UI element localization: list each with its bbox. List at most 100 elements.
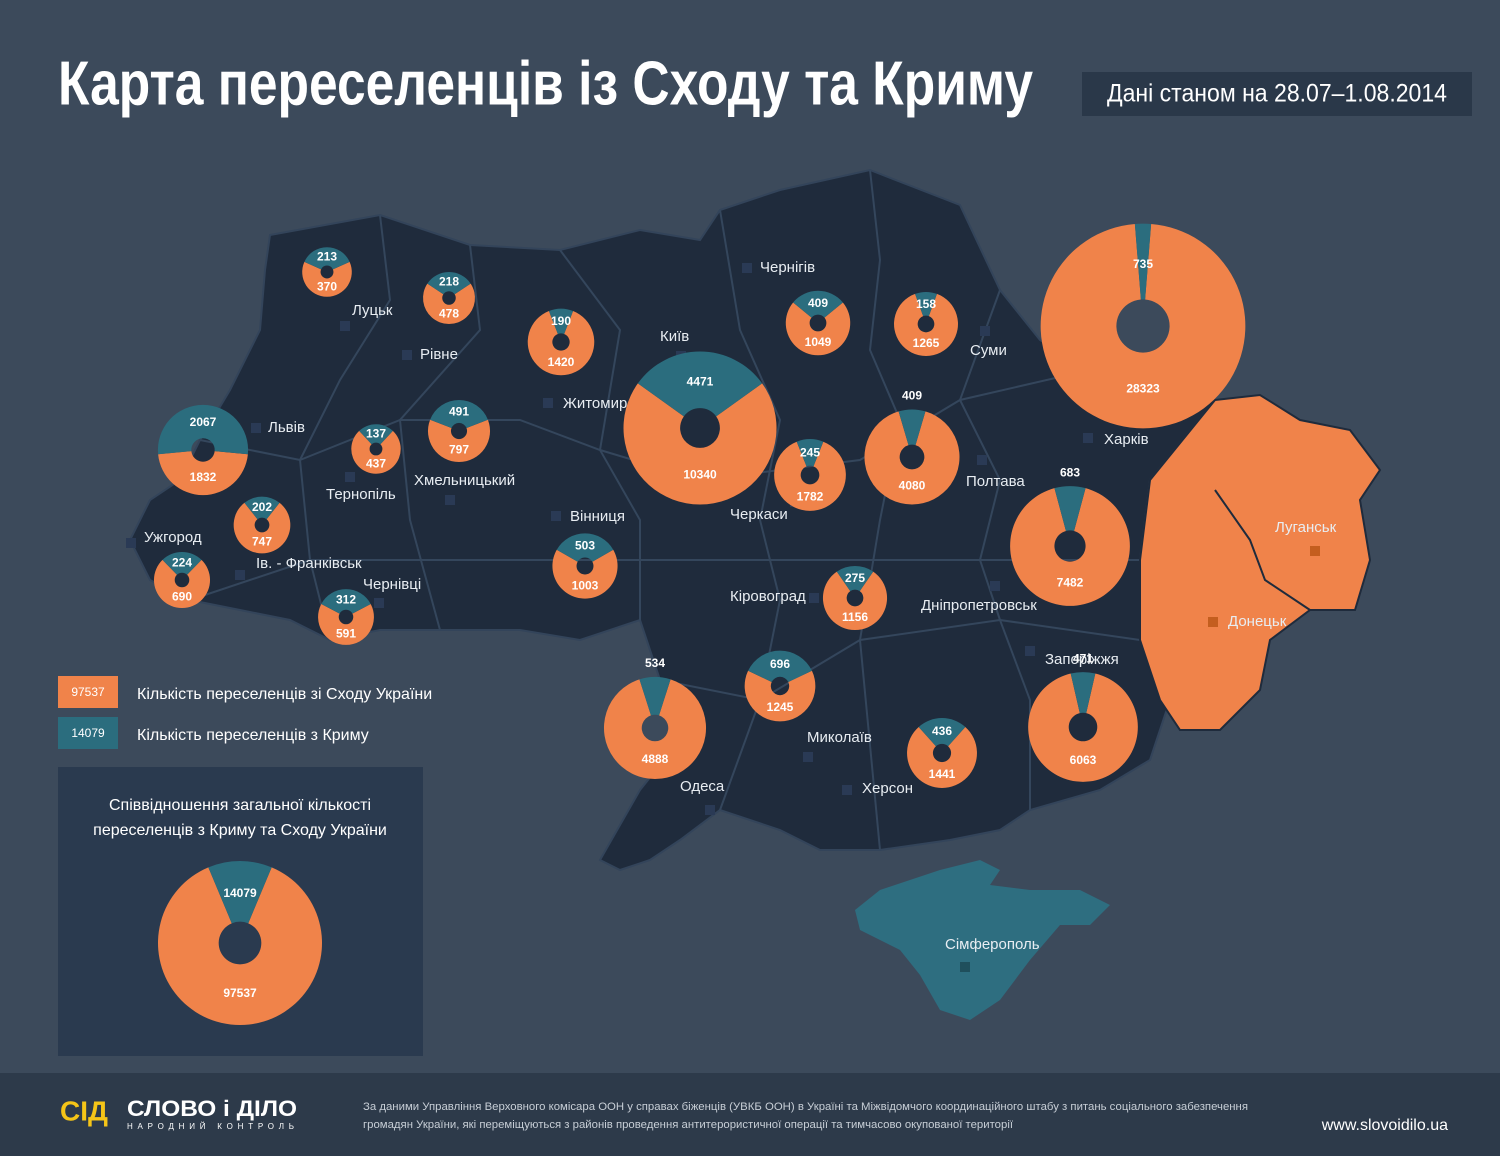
region: Одеса 534 4888 [603,656,725,815]
city-marker [1025,646,1035,656]
city-marker [374,598,384,608]
crimea-segment [1070,672,1096,714]
city-marker [126,538,136,548]
crimea-segment [793,290,843,318]
east-segment [894,293,958,356]
crimea-value: 735 [1133,257,1153,271]
crimea-value: 471 [1073,651,1093,665]
region: Кіровоград 275 1156 [730,565,888,631]
city-label: Київ [660,328,689,345]
crimea-segment [430,399,488,429]
east-segment [552,549,618,599]
east-segment [744,670,816,722]
east-segment [302,261,352,297]
city-label: Миколаїв [807,729,872,746]
donut-layer: Луцьк 213 370 Рівне 218 478 Житомир 190 1420 Черн… [126,223,1337,972]
website: www.slovoidilo.ua [1321,1117,1448,1134]
east-segment [774,441,846,511]
city-marker [990,581,1000,591]
east-value: 28323 [1126,382,1160,396]
east-value: 1441 [929,767,956,781]
summary-title: переселенців з Криму та Сходу України [93,822,387,839]
east-value: 1782 [797,489,824,503]
city-label: Ів. - Франківськ [256,555,362,572]
region: Вінниця 503 1003 [551,508,625,599]
crimea-segment [548,308,574,334]
crimea-segment [321,589,371,614]
city-marker [235,570,245,580]
region: Черкаси 245 1782 [730,439,846,523]
region: Суми 158 1265 [894,292,1007,359]
city-label: Хмельницький [414,472,515,489]
legend-label: Кількість переселенців зі Сходу України [137,686,432,703]
region: Київ 4471 10340 [623,328,777,505]
city-marker [1208,617,1218,627]
summary-donut: 14079 97537 [157,861,322,1025]
city-label: Запоріжжя [1045,651,1119,668]
east-value: 437 [366,456,386,470]
logo-icon: СІД [60,1095,108,1126]
legend-swatch [58,676,118,708]
east-segment [157,867,322,1025]
city-marker [809,593,819,603]
city-marker [803,752,813,762]
region: Житомир 190 1420 [527,308,627,412]
east-value: 1420 [548,355,575,369]
footer [0,1073,1500,1156]
source: За даними Управління Верховного комісара… [363,1101,1248,1113]
east-segment [907,726,977,788]
city-label: Одеса [680,778,725,795]
city-label: Вінниця [570,508,625,525]
east-value: 1156 [842,610,868,624]
crimea-segment [639,676,671,716]
east-value: 1265 [913,336,940,350]
crimea-value: 218 [439,275,459,289]
city-label: Донецьк [1228,613,1287,630]
crimea-value: 312 [336,592,356,606]
city-marker [742,263,752,273]
city-label: Чернігів [760,259,815,276]
crimea-segment [244,496,280,520]
crimea-segment [556,533,614,562]
date: Дані станом на 28.07–1.08.2014 [1107,80,1447,108]
east-value: 747 [252,535,272,549]
legend: 97537 Кількість переселенців зі Сходу Ук… [58,676,432,749]
date-box [1082,72,1472,116]
city-marker [251,423,261,433]
city-marker [1310,546,1320,556]
east-segment [785,302,851,356]
city-label: Луцьк [352,302,393,319]
crimea-value: 190 [551,314,571,328]
east-value: 1049 [805,335,832,349]
logo-subtitle: НАРОДНИЙ КОНТРОЛЬ [127,1122,297,1131]
city-label: Херсон [862,780,913,797]
crimea-segment [1134,223,1152,300]
city-label: Полтава [966,473,1025,490]
city-marker [345,472,355,482]
east-value: 1832 [190,470,217,484]
region: Хмельницький 491 797 [414,399,515,505]
crimea-value: 202 [252,500,272,514]
city-label: Ужгород [144,529,202,546]
crimea-value: 503 [575,539,595,553]
crimea-value: 2067 [190,415,217,429]
crimea-segment [427,272,471,295]
region: Ів. - Франківськ 202 747 [233,496,362,580]
east-segment [603,679,707,780]
crimea-segment [918,718,966,747]
oblast-border [1214,489,1311,611]
logo: СЛОВО і ДІЛО [127,1096,297,1121]
city-marker [705,805,715,815]
crimea-value: 245 [800,446,820,460]
legend-swatch [58,717,118,749]
legend-value: 14079 [71,726,105,740]
region: Харків 735 28323 [1040,223,1246,448]
city-label: Черкаси [730,506,788,523]
crimea-segment [915,292,937,317]
east-segment [527,310,595,376]
east-segment [822,571,888,631]
east-segment [623,383,777,505]
region: Львів 2067 1832 [157,404,305,496]
